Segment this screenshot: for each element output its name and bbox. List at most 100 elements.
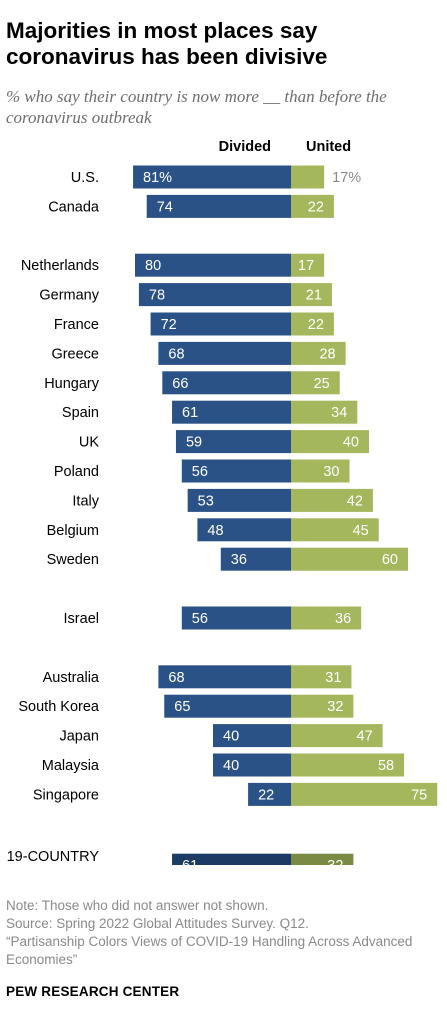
- bar-divided: [158, 341, 291, 365]
- value-label-united: 22: [308, 199, 324, 215]
- bar-united: [291, 430, 369, 454]
- row-label: Canada: [48, 199, 100, 215]
- diverging-bar-chart: Divided United U.S. 81% 17% Canada 74 22 Netherl…: [7, 139, 438, 865]
- bar-united: [291, 694, 354, 718]
- value-label-divided: 56: [192, 464, 208, 480]
- bar-divided: [164, 694, 291, 718]
- row-label: Israel: [64, 611, 99, 627]
- bar-divided: [158, 665, 291, 689]
- row-label: Japan: [59, 729, 99, 745]
- value-label-divided: 40: [223, 758, 239, 774]
- bar-united: [291, 371, 340, 395]
- bar-united: [291, 606, 362, 630]
- value-label-united: 75: [411, 787, 427, 803]
- bar-divided: [248, 782, 291, 806]
- row-label: South Korea: [18, 699, 100, 715]
- row-label: Germany: [39, 288, 99, 304]
- bar-divided: [213, 753, 291, 777]
- value-label-divided: 68: [168, 346, 184, 362]
- value-label-united: 60: [382, 552, 398, 568]
- value-label-divided: 53: [198, 493, 214, 509]
- row-label: Hungary: [44, 376, 100, 392]
- value-label-united: 30: [323, 464, 339, 480]
- bar-divided: [220, 547, 291, 571]
- row-label: Spain: [62, 405, 99, 421]
- bar-united: [291, 165, 325, 189]
- value-label-divided: 48: [207, 523, 223, 539]
- value-label-united: 40: [343, 435, 359, 451]
- row-label: U.S.: [71, 170, 99, 186]
- bar-united: [291, 341, 346, 365]
- row-label: Greece: [51, 346, 99, 362]
- bar-united: [291, 665, 352, 689]
- bar-divided: [172, 400, 291, 424]
- report-title: “Partisanship Colors Views of COVID-19 H…: [6, 934, 413, 967]
- bar-united: [291, 253, 325, 277]
- value-label-united: 25: [314, 376, 330, 392]
- value-label-united: 36: [335, 611, 351, 627]
- value-label-united: 32: [327, 858, 343, 865]
- row-label: Netherlands: [21, 258, 99, 274]
- bar-united: [291, 283, 332, 307]
- bar-united: [291, 547, 408, 571]
- bar-divided: [187, 488, 291, 512]
- legend-divided: Divided: [219, 139, 271, 155]
- value-label-united: 31: [325, 670, 341, 686]
- bar-united: [291, 488, 373, 512]
- value-label-united: 34: [331, 405, 347, 421]
- row-label: Poland: [54, 464, 99, 480]
- row-label: UK: [79, 435, 99, 451]
- bar-divided: [181, 606, 291, 630]
- bar-divided: [181, 459, 291, 483]
- value-label-divided: 74: [157, 199, 173, 215]
- source-text: Source: Spring 2022 Global Attitudes Sur…: [6, 916, 309, 931]
- value-label-divided: 61: [182, 405, 198, 421]
- bar-divided: [213, 724, 291, 748]
- bar-united: [291, 782, 438, 806]
- row-label: France: [54, 317, 99, 333]
- value-label-divided: 78: [149, 288, 165, 304]
- value-label-united: 58: [378, 758, 394, 774]
- chart-title: Majorities in most places say coronaviru…: [6, 18, 328, 69]
- row-label: Belgium: [47, 523, 99, 539]
- chart-notes: Note: Those who did not answer not shown…: [6, 897, 442, 969]
- value-label-divided: 40: [223, 729, 239, 745]
- chart-subtitle: % who say their country is now more __ t…: [6, 87, 387, 127]
- bar-divided: [150, 312, 291, 336]
- bar-divided: [162, 371, 291, 395]
- row-label: Malaysia: [42, 758, 100, 774]
- row-label: Italy: [72, 493, 99, 509]
- bar-divided: [197, 518, 291, 542]
- value-label-united: 28: [319, 346, 335, 362]
- bar-united: [291, 853, 354, 865]
- bar-united: [291, 753, 405, 777]
- bar-united: [291, 312, 334, 336]
- value-label-divided: 68: [168, 670, 184, 686]
- bar-divided: [172, 853, 291, 865]
- value-label-divided: 65: [174, 699, 190, 715]
- value-label-united: 17%: [332, 170, 361, 186]
- row-label: 19-COUNTRY: [7, 849, 100, 865]
- legend-united: United: [306, 139, 351, 155]
- value-label-divided: 72: [161, 317, 177, 333]
- value-label-united: 22: [308, 317, 324, 333]
- value-label-divided: 66: [172, 376, 188, 392]
- bar-united: [291, 518, 379, 542]
- value-label-divided: 22: [258, 787, 274, 803]
- brand-logo-text: PEW RESEARCH CENTER: [6, 984, 180, 999]
- bar-divided: [146, 194, 291, 218]
- row-label: Australia: [43, 670, 100, 686]
- note-text: Note: Those who did not answer not shown…: [6, 898, 269, 913]
- value-label-divided: 59: [186, 435, 202, 451]
- bar-divided: [175, 430, 291, 454]
- value-label-divided: 81%: [143, 170, 172, 186]
- value-label-divided: 80: [145, 258, 161, 274]
- bar-united: [291, 400, 358, 424]
- value-label-divided: 56: [192, 611, 208, 627]
- bar-divided: [138, 283, 291, 307]
- bar-united: [291, 459, 350, 483]
- bar-divided: [133, 165, 291, 189]
- value-label-united: 21: [306, 288, 322, 304]
- value-label-divided: 61: [182, 858, 198, 865]
- row-label: Singapore: [33, 787, 99, 803]
